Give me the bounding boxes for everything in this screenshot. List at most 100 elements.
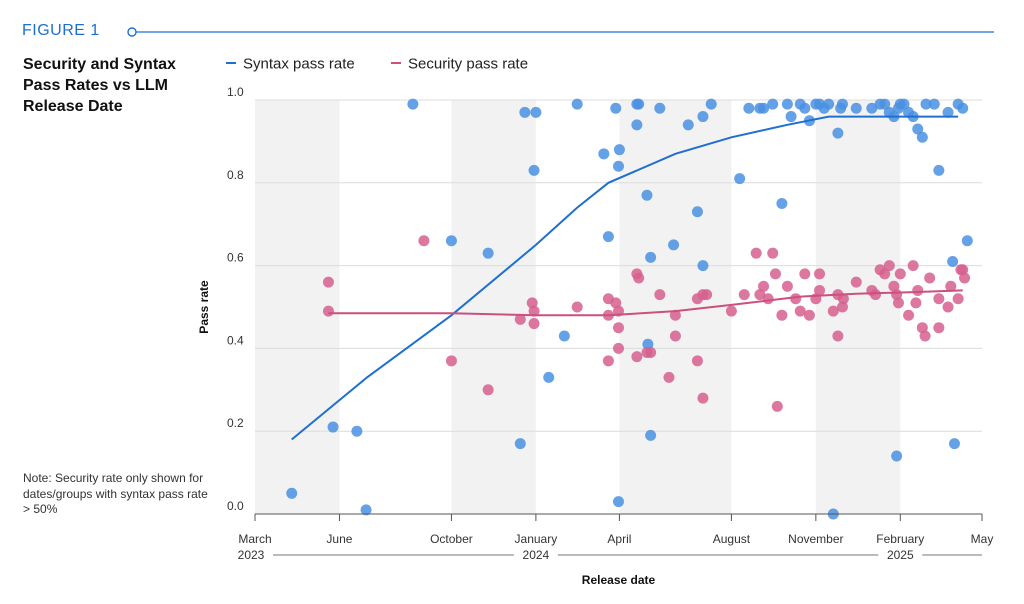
data-point xyxy=(814,268,826,280)
data-point xyxy=(682,119,694,131)
data-point xyxy=(691,206,703,218)
data-point xyxy=(602,231,614,243)
legend-label: Security pass rate xyxy=(408,56,528,73)
data-point xyxy=(286,487,298,499)
x-tick-label: March xyxy=(238,532,271,546)
data-point xyxy=(892,297,904,309)
x-tick-label: April xyxy=(607,532,631,546)
data-point xyxy=(781,280,793,292)
legend-label: Syntax pass rate xyxy=(243,56,355,73)
x-tick-label: May xyxy=(971,532,994,546)
data-point xyxy=(898,98,910,110)
data-point xyxy=(360,504,372,516)
data-point xyxy=(799,102,811,114)
data-point xyxy=(613,322,624,334)
data-point xyxy=(407,98,419,110)
data-point xyxy=(794,305,806,317)
x-tick-label: October xyxy=(430,532,473,546)
legend: Syntax pass rate Security pass rate xyxy=(226,56,528,73)
data-point xyxy=(322,276,334,288)
data-point xyxy=(837,293,849,305)
data-point xyxy=(769,268,781,280)
data-point xyxy=(543,371,555,383)
data-point xyxy=(799,268,811,280)
data-point xyxy=(750,247,762,259)
data-point xyxy=(571,98,583,110)
data-point xyxy=(942,301,954,313)
data-point xyxy=(928,98,940,110)
data-point xyxy=(947,255,959,267)
chart-note: Note: Security rate only shown for dates… xyxy=(23,471,208,516)
data-point xyxy=(888,280,900,292)
data-point xyxy=(948,438,960,450)
data-point xyxy=(598,148,610,160)
data-point xyxy=(558,330,570,342)
data-point xyxy=(738,289,750,301)
data-point xyxy=(418,235,430,247)
data-point xyxy=(528,164,540,176)
data-point xyxy=(633,98,645,110)
data-point xyxy=(519,106,531,118)
data-point xyxy=(832,330,844,342)
axes: 0.0 0.2 0.4 0.6 0.8 1.0 March June October Januar… xyxy=(197,85,993,587)
data-point xyxy=(514,438,526,450)
data-point xyxy=(482,247,494,259)
data-point xyxy=(645,347,657,359)
data-point xyxy=(827,305,839,317)
chart-title: Security and Syntax Pass Rates vs LLM Re… xyxy=(23,56,176,115)
y-tick-label: 0.4 xyxy=(227,333,244,347)
data-point xyxy=(754,289,766,301)
data-point xyxy=(850,276,862,288)
data-point xyxy=(957,102,969,114)
data-point xyxy=(933,322,945,334)
x-tick-label: November xyxy=(788,532,843,546)
data-point xyxy=(771,400,783,412)
data-point xyxy=(879,98,891,110)
data-point xyxy=(903,309,915,321)
data-point xyxy=(445,235,457,247)
data-point xyxy=(785,111,797,123)
data-point xyxy=(776,198,788,209)
data-point xyxy=(633,272,645,284)
figure-rule xyxy=(127,27,994,37)
data-point xyxy=(669,330,681,342)
y-axis-title: Pass rate xyxy=(197,280,211,334)
data-point xyxy=(933,164,945,176)
data-point xyxy=(482,384,494,396)
y-tick-label: 0.0 xyxy=(227,499,244,513)
data-point xyxy=(790,293,802,305)
data-point xyxy=(850,102,862,114)
data-point xyxy=(879,268,891,280)
data-point xyxy=(910,297,922,309)
data-point xyxy=(912,123,924,135)
data-point xyxy=(610,297,622,309)
data-point xyxy=(919,330,931,342)
data-point xyxy=(916,131,928,143)
data-point xyxy=(758,102,770,114)
data-point xyxy=(571,301,583,313)
data-point xyxy=(322,305,334,317)
y-tick-label: 0.6 xyxy=(227,251,244,265)
year-label: 2024 xyxy=(523,548,550,562)
data-point xyxy=(836,98,848,110)
data-point xyxy=(832,127,844,139)
data-point xyxy=(743,102,755,114)
data-point xyxy=(669,309,681,321)
data-point xyxy=(734,173,746,185)
data-point xyxy=(327,421,339,433)
data-point xyxy=(916,322,928,334)
data-point xyxy=(961,235,973,247)
data-point xyxy=(959,272,971,284)
y-tick-label: 0.2 xyxy=(227,416,244,430)
year-label: 2025 xyxy=(887,548,914,562)
figure-label: FIGURE 1 xyxy=(22,22,100,39)
data-point xyxy=(610,102,622,114)
data-point xyxy=(725,305,737,317)
data-point xyxy=(866,102,878,114)
data-point xyxy=(528,305,540,317)
data-point xyxy=(942,106,954,118)
data-point xyxy=(691,355,703,367)
data-point xyxy=(613,342,624,354)
data-point xyxy=(836,301,848,313)
